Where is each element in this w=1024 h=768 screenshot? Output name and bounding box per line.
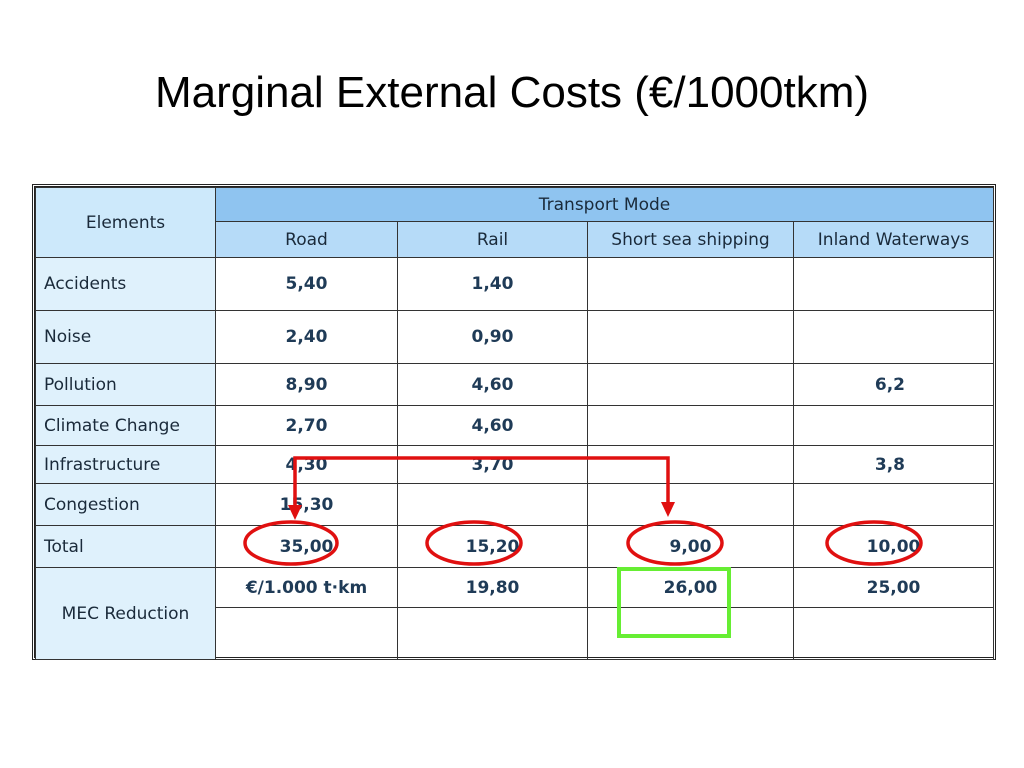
cell-inland	[793, 405, 994, 446]
mode-header-short-sea: Short sea shipping	[587, 221, 794, 258]
table-row: Infrastructure 4,30 3,70 3,8	[35, 445, 994, 484]
cell-rail: 3,70	[397, 445, 588, 484]
cell-inland	[793, 310, 994, 364]
cell-road: 2,70	[215, 405, 398, 446]
empty-cell	[397, 607, 588, 660]
cell-short-sea	[587, 363, 794, 406]
cell-road: 15,30	[215, 483, 398, 526]
cell-short-sea	[587, 257, 794, 311]
cell-inland: 3,8	[793, 445, 994, 484]
cell-inland	[793, 483, 994, 526]
row-label: Congestion	[35, 483, 216, 526]
total-row: Total 35,00 15,20 9,00 10,00	[35, 525, 994, 568]
cell-road: 2,40	[215, 310, 398, 364]
total-short-sea: 9,00	[587, 525, 794, 568]
row-label: Pollution	[35, 363, 216, 406]
table-row: Noise 2,40 0,90	[35, 310, 994, 364]
row-label: Accidents	[35, 257, 216, 311]
mec-table: Elements Transport Mode Road Rail Short …	[32, 184, 996, 660]
mec-label: MEC Reduction	[35, 567, 216, 660]
table-row: Accidents 5,40 1,40	[35, 257, 994, 311]
mode-header-road: Road	[215, 221, 398, 258]
cell-rail	[397, 483, 588, 526]
cell-short-sea	[587, 405, 794, 446]
cell-short-sea	[587, 310, 794, 364]
cell-inland	[793, 257, 994, 311]
mec-short-sea: 26,00	[587, 567, 794, 608]
empty-cell	[587, 607, 794, 660]
mec-unit: €/1.000 t·km	[215, 567, 398, 608]
mec-inland: 25,00	[793, 567, 994, 608]
cost-table: Elements Transport Mode Road Rail Short …	[35, 187, 994, 660]
total-inland: 10,00	[793, 525, 994, 568]
row-label: Infrastructure	[35, 445, 216, 484]
table-row: Pollution 8,90 4,60 6,2	[35, 363, 994, 406]
cell-road: 5,40	[215, 257, 398, 311]
cell-inland: 6,2	[793, 363, 994, 406]
empty-cell	[793, 607, 994, 660]
cell-rail: 0,90	[397, 310, 588, 364]
mec-row: MEC Reduction €/1.000 t·km 19,80 26,00 2…	[35, 567, 994, 660]
empty-cell	[215, 607, 398, 660]
total-road: 35,00	[215, 525, 398, 568]
transport-mode-header: Transport Mode	[215, 187, 994, 222]
slide-title: Marginal External Costs (€/1000tkm)	[154, 68, 870, 117]
total-rail: 15,20	[397, 525, 588, 568]
row-label: Climate Change	[35, 405, 216, 446]
cell-rail: 4,60	[397, 405, 588, 446]
elements-header: Elements	[35, 187, 216, 258]
table-row: Congestion 15,30	[35, 483, 994, 526]
cell-short-sea	[587, 483, 794, 526]
mode-header-inland: Inland Waterways	[793, 221, 994, 258]
cell-road: 8,90	[215, 363, 398, 406]
cell-rail: 4,60	[397, 363, 588, 406]
table-row: Climate Change 2,70 4,60	[35, 405, 994, 446]
cell-rail: 1,40	[397, 257, 588, 311]
cell-road: 4,30	[215, 445, 398, 484]
row-label: Noise	[35, 310, 216, 364]
mode-header-rail: Rail	[397, 221, 588, 258]
mec-rail: 19,80	[397, 567, 588, 608]
row-label: Total	[35, 525, 216, 568]
cell-short-sea	[587, 445, 794, 484]
